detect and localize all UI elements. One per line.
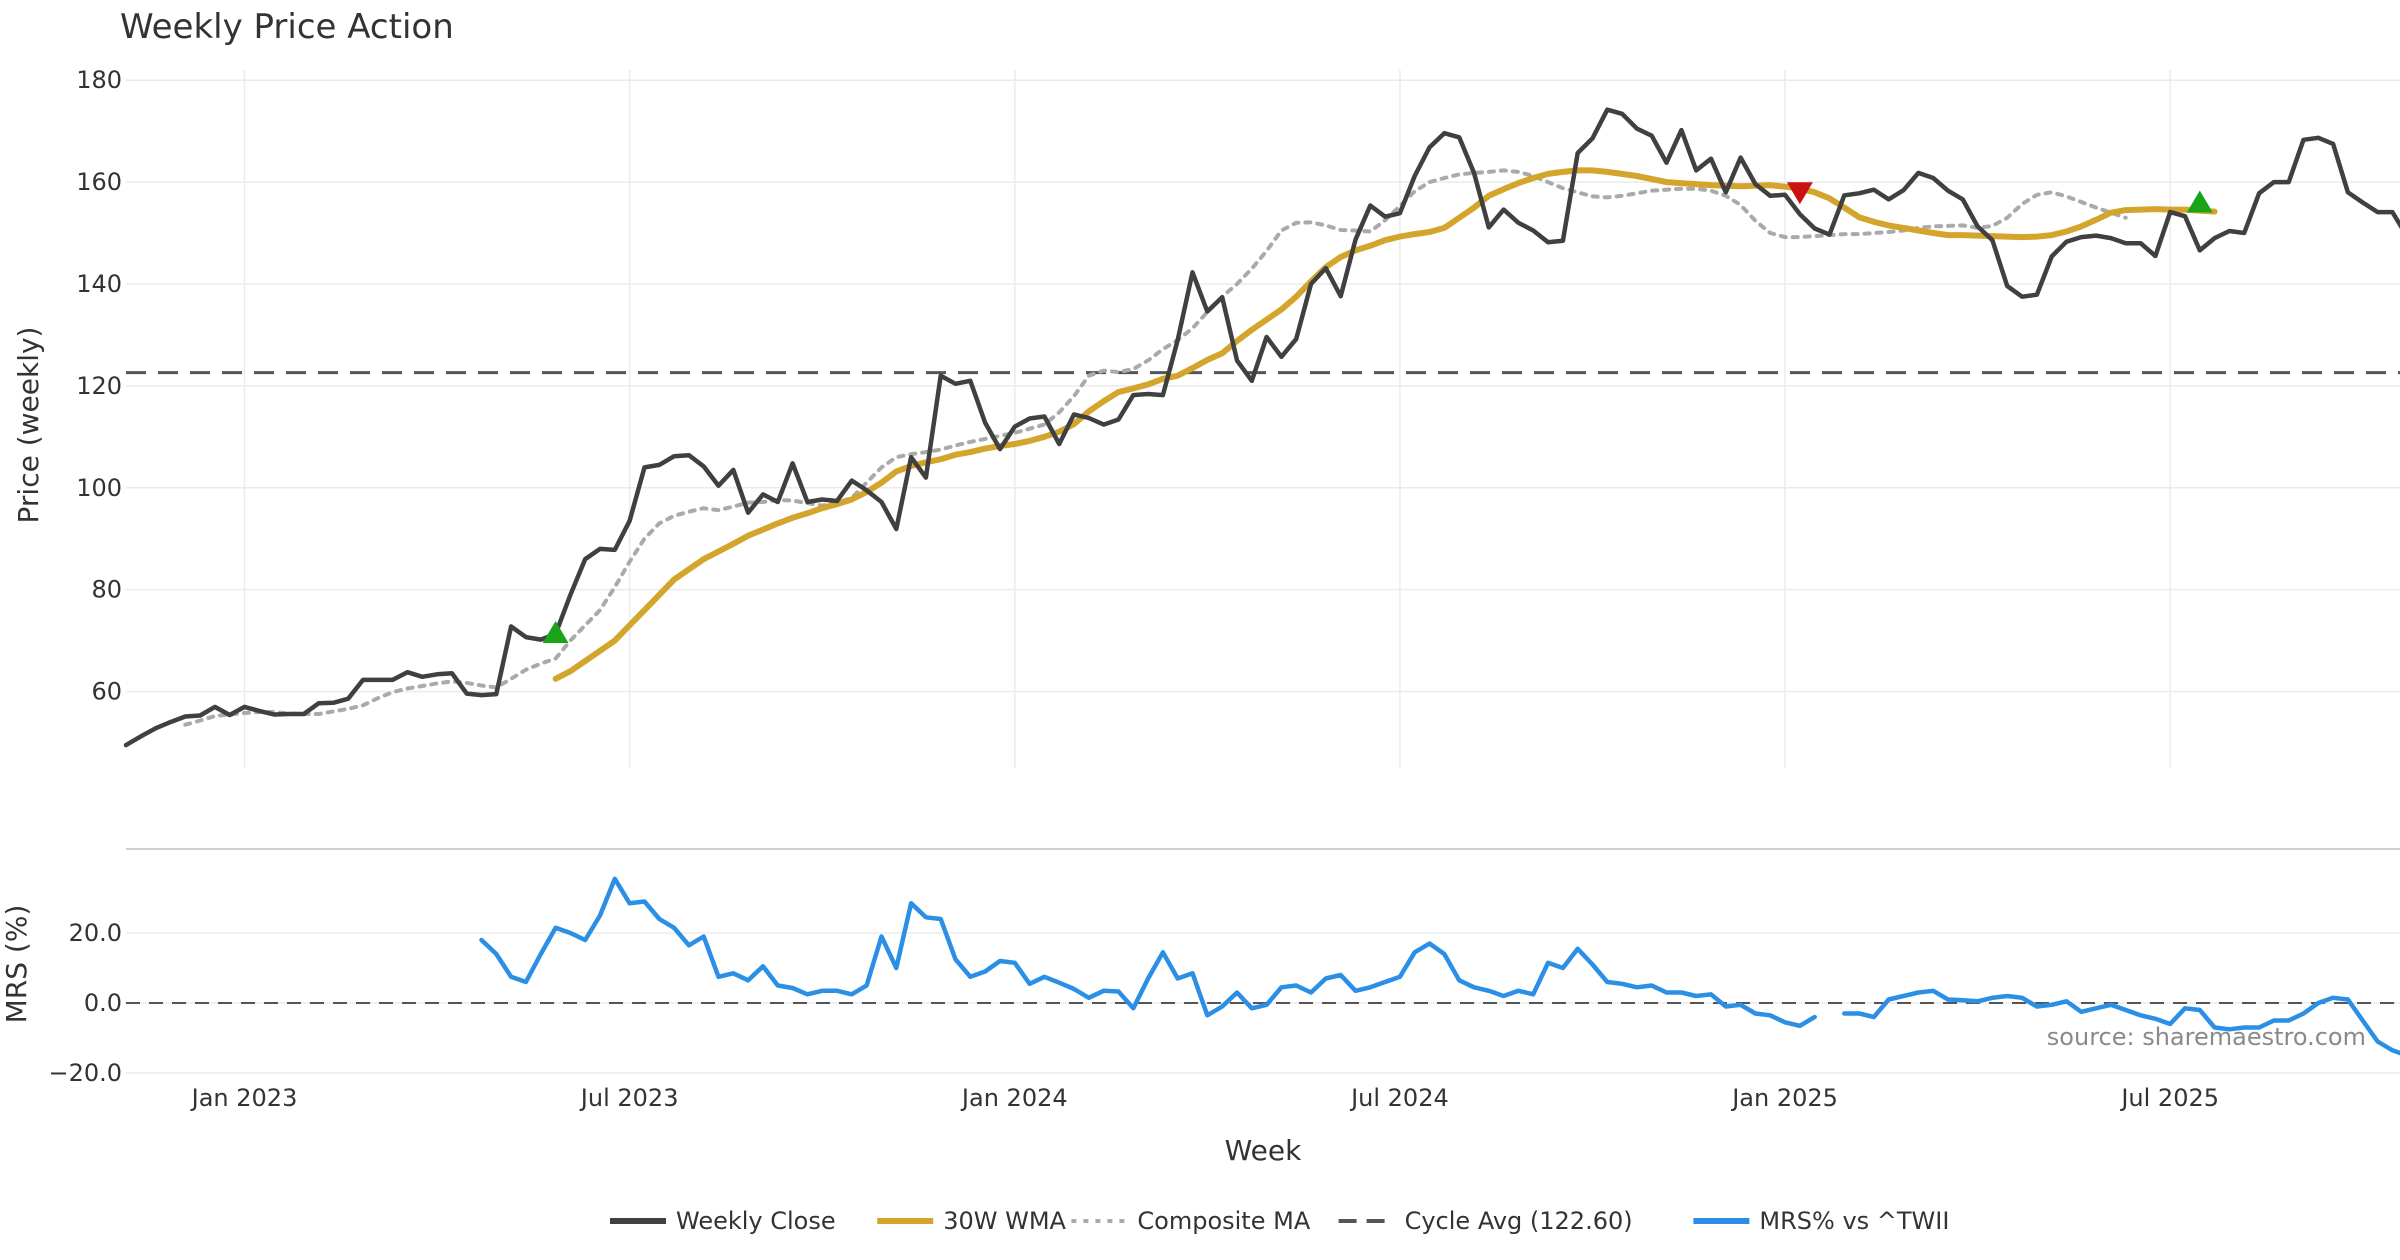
price-y-tick-label-6: 180: [76, 66, 122, 94]
x-tick-label-4: Jan 2025: [1730, 1084, 1838, 1112]
buy-signal-marker-0: [542, 620, 569, 643]
price-y-tick-label-0: 60: [91, 678, 122, 706]
mrs-series-group: [479, 876, 2400, 1056]
source-label: source: sharemaestro.com: [2047, 1023, 2366, 1051]
mrs-y-tick-label-2: −20.0: [48, 1059, 122, 1087]
legend-label-1: 30W WMA: [943, 1207, 1066, 1235]
price-y-tick-label-5: 160: [76, 168, 122, 196]
series-composite-ma: [183, 168, 2128, 727]
price-y-tick-label-1: 80: [91, 576, 122, 604]
price-y-tick-label-2: 100: [76, 474, 122, 502]
x-tick-label-5: Jul 2025: [2119, 1084, 2219, 1112]
x-ticks: Jan 2023 Jul 2023 Jan 2024 Jul 2024 Jan 2025…: [190, 1084, 2219, 1112]
mrs-y-axis-title: MRS (%): [0, 905, 33, 1024]
price-panel-gridlines: [126, 70, 2400, 768]
x-tick-label-0: Jan 2023: [190, 1084, 298, 1112]
legend-label-0: Weekly Close: [676, 1207, 836, 1235]
series-30w-wma: [552, 167, 2218, 682]
mrs-y-tick-label-1: 0.0: [84, 989, 122, 1017]
legend-label-2: Composite MA: [1137, 1207, 1310, 1235]
price-y-tick-label-3: 120: [76, 372, 122, 400]
legend: Weekly Close 30W WMA Composite MA Cycle Avg…: [610, 1207, 1949, 1235]
mrs-y-tick-label-0: 20.0: [69, 919, 122, 947]
series-mrs-vs-twii: [479, 876, 2400, 1056]
x-tick-label-1: Jul 2023: [579, 1084, 679, 1112]
price-series-group: [123, 107, 2400, 748]
series-weekly-close: [123, 107, 2400, 748]
chart-title: Weekly Price Action: [120, 7, 454, 47]
signal-markers: [542, 182, 2213, 643]
legend-label-4: MRS% vs ^TWII: [1759, 1207, 1949, 1235]
sell-signal-marker-1: [1786, 182, 1813, 205]
legend-label-3: Cycle Avg (122.60): [1405, 1207, 1633, 1235]
price-y-axis-title: Price (weekly): [12, 327, 45, 524]
price-y-ticks: 60 80 100 120 140 160 180: [76, 66, 122, 705]
mrs-y-ticks: 20.0 0.0 −20.0: [48, 919, 122, 1087]
x-tick-label-3: Jul 2024: [1349, 1084, 1449, 1112]
x-tick-label-2: Jan 2024: [960, 1084, 1068, 1112]
x-axis-title: Week: [1225, 1134, 1302, 1167]
buy-signal-marker-2: [2186, 190, 2213, 213]
price-y-tick-label-4: 140: [76, 270, 122, 298]
